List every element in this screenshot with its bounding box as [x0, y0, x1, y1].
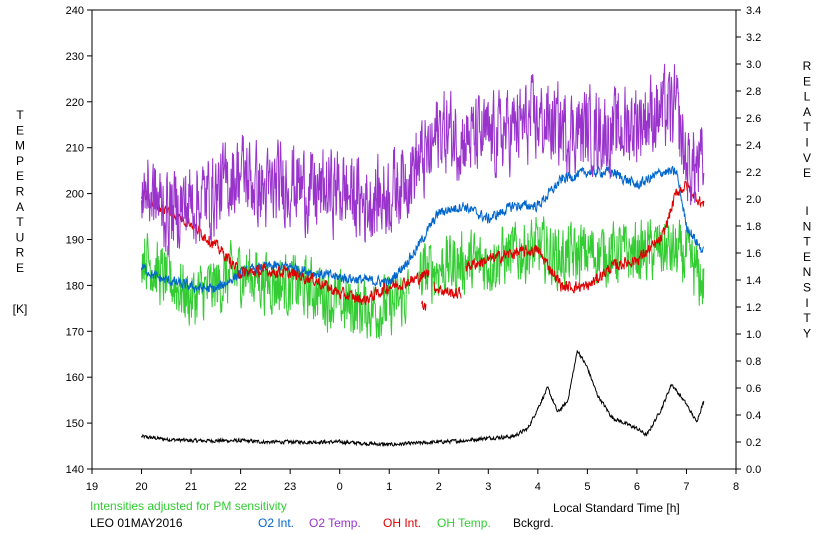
x-axis-tick-label: 4	[535, 481, 541, 493]
right-axis-title-letter: Y	[803, 326, 811, 340]
right-axis-tick-label: 0.0	[746, 464, 761, 476]
series-line	[418, 216, 705, 306]
left-axis-tick-label: 200	[66, 189, 84, 201]
series-line	[141, 350, 705, 448]
left-axis-title-letter: E	[16, 261, 24, 275]
x-axis-tick-label: 5	[584, 481, 590, 493]
x-axis-tick-label: 2	[436, 481, 442, 493]
x-axis-tick-label: 22	[234, 481, 246, 493]
footnote-sensitivity: Intensities adjusted for PM sensitivity	[90, 499, 287, 513]
series-layer	[141, 63, 705, 448]
x-axis-tick-label: 21	[185, 481, 197, 493]
left-axis-tick-label: 170	[66, 326, 84, 338]
right-axis-tick-label: 0.8	[746, 356, 761, 368]
right-axis-title-letter: V	[803, 151, 811, 165]
right-axis-tick-label: 2.8	[746, 86, 761, 98]
left-axis-tick-label: 240	[66, 5, 84, 17]
x-axis-tick-label: 19	[86, 481, 98, 493]
plot-frame	[91, 9, 737, 470]
right-axis-title-letter: I	[805, 204, 808, 218]
left-axis-title-letter: T	[16, 215, 24, 229]
x-axis-tick-label: 20	[135, 481, 147, 493]
left-axis-tick-label: 220	[66, 97, 84, 109]
series-line	[141, 233, 410, 339]
legend-entry: O2 Int.	[258, 516, 294, 530]
left-axis-title-letter: E	[16, 169, 24, 183]
left-axis-title-letter: R	[16, 246, 25, 260]
series-line	[420, 300, 427, 311]
right-axis-tick-label: 2.6	[746, 113, 761, 125]
x-axis-tick-label: 7	[683, 481, 689, 493]
left-axis-title-letter: P	[16, 154, 24, 168]
x-axis-title: Local Standard Time [h]	[553, 501, 680, 515]
right-axis-tick-label: 1.0	[746, 329, 761, 341]
right-axis-tick-label: 1.8	[746, 221, 761, 233]
legend-entry: O2 Temp.	[309, 516, 361, 530]
right-axis-tick-label: 2.0	[746, 194, 761, 206]
left-axis-tick-label: 210	[66, 143, 84, 155]
left-axis-tick-label: 150	[66, 418, 84, 430]
right-axis-tick-label: 3.2	[746, 32, 761, 44]
right-axis-tick-label: 3.4	[746, 5, 761, 17]
legend-entry: Bckgrd.	[513, 516, 554, 530]
left-axis-tick-label: 180	[66, 280, 84, 292]
x-axis-tick-label: 6	[634, 481, 640, 493]
left-axis-title-letter: A	[16, 200, 24, 214]
left-axis-title-letter: U	[16, 230, 25, 244]
legend-entry: OH Temp.	[437, 516, 491, 530]
right-axis-title-letter: T	[803, 120, 811, 134]
x-axis-tick-label: 1	[386, 481, 392, 493]
right-axis-tick-label: 0.6	[746, 383, 761, 395]
right-axis-title-letter: T	[803, 235, 811, 249]
left-axis-title-letter: T	[16, 108, 24, 122]
axis-layer: 1401501601701801902002102202302400.00.20…	[13, 5, 812, 493]
left-axis-title-letter: E	[16, 123, 24, 137]
right-axis-title-letter: A	[803, 105, 811, 119]
right-axis-title-letter: E	[803, 166, 811, 180]
right-axis-title-letter: E	[803, 74, 811, 88]
right-axis-title-letter: N	[803, 265, 812, 279]
x-axis-tick-label: 3	[485, 481, 491, 493]
right-axis-tick-label: 3.0	[746, 59, 761, 71]
right-axis-tick-label: 2.2	[746, 167, 761, 179]
left-axis-tick-label: 140	[66, 464, 84, 476]
right-axis-title-letter: T	[803, 311, 811, 325]
right-axis-tick-label: 1.4	[746, 275, 761, 287]
left-axis-tick-label: 230	[66, 51, 84, 63]
right-axis-title-letter: E	[803, 250, 811, 264]
right-axis-tick-label: 1.6	[746, 248, 761, 260]
series-line	[433, 281, 462, 299]
series-line	[141, 63, 705, 257]
legend-entry: OH Int.	[383, 516, 421, 530]
right-axis-tick-label: 1.2	[746, 302, 761, 314]
right-axis-title-letter: R	[803, 59, 812, 73]
x-axis-tick-label: 0	[337, 481, 343, 493]
right-axis-tick-label: 2.4	[746, 140, 761, 152]
x-axis-tick-label: 8	[733, 481, 739, 493]
left-axis-tick-label: 160	[66, 372, 84, 384]
left-axis-title-letter: R	[16, 185, 25, 199]
series-line	[141, 189, 430, 306]
left-axis-tick-label: 190	[66, 235, 84, 247]
right-axis-title-letter: L	[804, 90, 811, 104]
station-date-label: LEO 01MAY2016	[90, 516, 183, 530]
right-axis-tick-label: 0.2	[746, 437, 761, 449]
x-axis-tick-label: 23	[284, 481, 296, 493]
right-axis-title-letter: I	[805, 136, 808, 150]
left-axis-title-letter: M	[15, 139, 25, 153]
right-axis-title-letter: S	[803, 281, 811, 295]
right-axis-title-letter: I	[805, 296, 808, 310]
series-line	[465, 180, 705, 294]
legend: O2 Int. O2 Temp. OH Int. OH Temp. Bckgrd.	[258, 516, 554, 530]
left-axis-unit: [K]	[13, 302, 28, 316]
right-axis-tick-label: 0.4	[746, 410, 761, 422]
right-axis-title-letter: N	[803, 219, 812, 233]
